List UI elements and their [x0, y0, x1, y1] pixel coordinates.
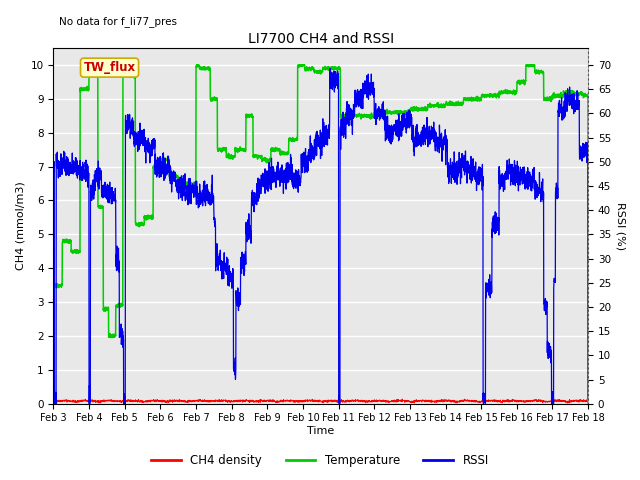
- Title: LI7700 CH4 and RSSI: LI7700 CH4 and RSSI: [248, 32, 394, 46]
- X-axis label: Time: Time: [307, 426, 334, 436]
- Text: TW_flux: TW_flux: [83, 61, 136, 74]
- Y-axis label: CH4 (mmol/m3): CH4 (mmol/m3): [15, 181, 25, 270]
- Legend: CH4 density, Temperature, RSSI: CH4 density, Temperature, RSSI: [147, 449, 493, 472]
- Y-axis label: RSSI (%): RSSI (%): [615, 202, 625, 250]
- Text: No data for f_li77_pres: No data for f_li77_pres: [59, 16, 177, 27]
